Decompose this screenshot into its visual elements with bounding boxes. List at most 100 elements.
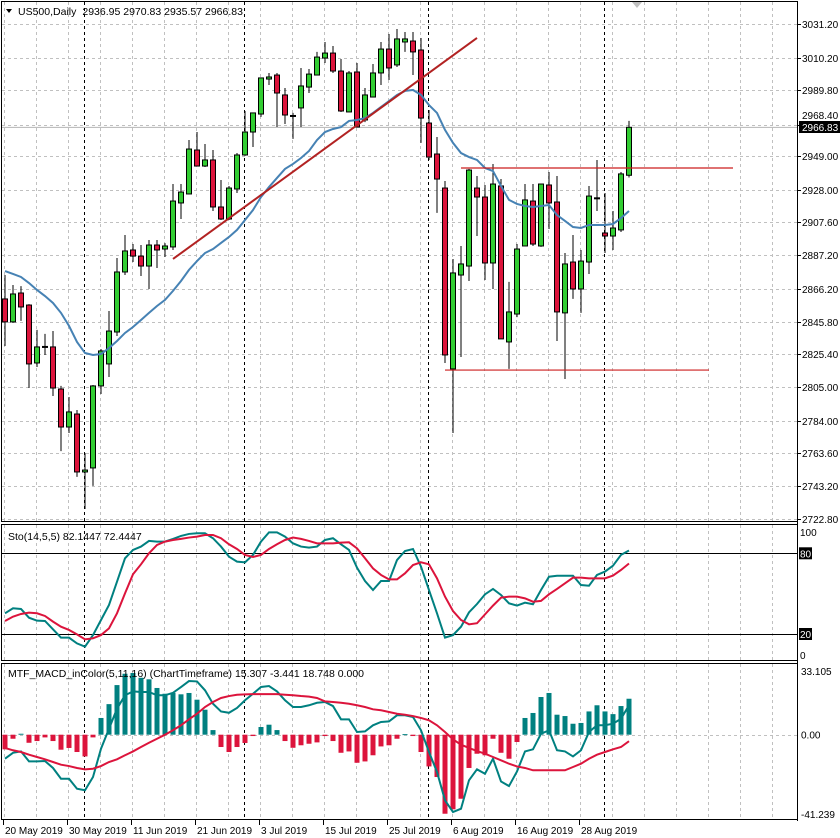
candle-body [322,52,328,59]
candle-body [418,49,424,119]
macd-histogram-bar [530,712,536,735]
candle [186,140,192,195]
candle-body [258,77,264,115]
candle-body [354,71,360,128]
candle [282,88,288,124]
symbol-timeframe: US500,Daily [18,6,77,18]
price-tick-label: 3031.20 [802,20,839,31]
macd-histogram-bar [618,706,624,735]
macd-histogram-bar [362,734,368,762]
candle-body [338,70,344,112]
current-price-label: 2966.83 [802,123,839,134]
candle-body [202,159,208,167]
macd-histogram-bar [290,734,296,748]
candle-body [170,200,176,248]
macd-histogram-bar [498,734,504,753]
macd-histogram-bar [58,734,64,750]
macd-histogram-bar [338,734,344,753]
macd-histogram-bar [138,677,144,735]
macd-histogram-bar [490,734,496,739]
candle [234,153,240,194]
candle-body [442,187,448,356]
date-tick-label: 25 Jul 2019 [389,826,441,837]
candle [266,72,272,85]
price-tick-label: 2805.00 [802,383,839,394]
candle [410,32,416,76]
macd-histogram-bar [418,734,424,753]
price-panel[interactable] [2,28,797,510]
stochastic-signal-line [4,534,630,641]
candle [338,58,344,112]
candle [522,184,528,247]
stochastic-level-tag [799,628,812,640]
candle [130,244,136,263]
candle [290,112,296,139]
candle-body [490,183,496,264]
price-axis-background [798,0,840,838]
candle [626,120,632,178]
candle-body [610,227,616,237]
candle [386,33,392,81]
candle-body [474,187,480,198]
macd-histogram-bar [82,734,88,757]
candle-body [402,38,408,43]
macd-panel[interactable] [2,672,632,814]
candle-body [242,131,248,156]
candle [250,112,256,147]
chart-shift-marker-icon[interactable] [632,2,642,8]
candle-body [2,298,8,323]
macd-histogram-bar [482,734,488,756]
candle-body [50,346,56,389]
macd-histogram-bar [410,734,416,737]
macd-histogram-bar [314,734,320,743]
candle [442,180,448,363]
candle-body [66,411,72,428]
candle-body [450,272,456,370]
macd-histogram-bar [402,734,408,736]
candle-body [34,346,40,364]
candle-body [122,250,128,273]
macd-histogram-bar [146,679,152,735]
macd-histogram-bar [586,711,592,735]
trendline [172,37,478,260]
price-panel-border [1,1,798,522]
candle [74,410,80,477]
candle [562,253,568,380]
candle [298,67,304,128]
candle [226,185,232,220]
candle [610,210,616,250]
candle-body [546,184,552,204]
macd-label: MTF_MACD_inColor(5,11,16) (ChartTimefram… [8,668,364,680]
price-tick-label: 2845.80 [802,318,839,329]
collapse-triangle-icon[interactable] [6,9,12,13]
macd-histogram-bar [506,734,512,759]
candle-body [578,260,584,290]
candle [450,258,456,433]
candle [354,63,360,128]
candle-body [146,244,152,267]
stochastic-level-tag [799,547,812,560]
stochastic-panel[interactable] [2,531,797,648]
candle-body [306,73,312,88]
candle [490,163,496,289]
macd-histogram-bar [242,734,248,743]
candle-body [194,149,200,167]
candle [242,110,248,156]
price-tick-label: 2907.60 [802,218,839,229]
candle [514,244,520,318]
macd-histogram-bar [2,734,8,750]
macd-histogram-bar [322,734,328,737]
candle [194,132,200,167]
macd-histogram-bar [18,733,24,735]
candle [58,385,64,452]
candle-body [290,114,296,117]
candle-body [586,195,592,263]
candle-body [274,74,280,94]
date-tick-label: 28 Aug 2019 [581,826,638,837]
candle-body [266,76,272,80]
candle [218,180,224,220]
date-tick-label: 20 May 2019 [5,826,63,837]
candle [458,245,464,358]
price-tick-label: 2949.00 [802,152,839,163]
